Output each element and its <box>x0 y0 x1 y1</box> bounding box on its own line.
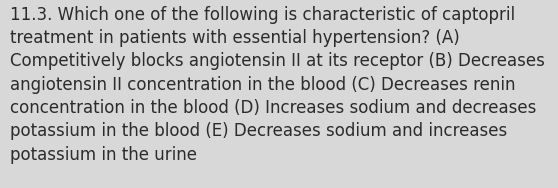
Text: 11.3. Which one of the following is characteristic of captopril
treatment in pat: 11.3. Which one of the following is char… <box>10 6 545 164</box>
